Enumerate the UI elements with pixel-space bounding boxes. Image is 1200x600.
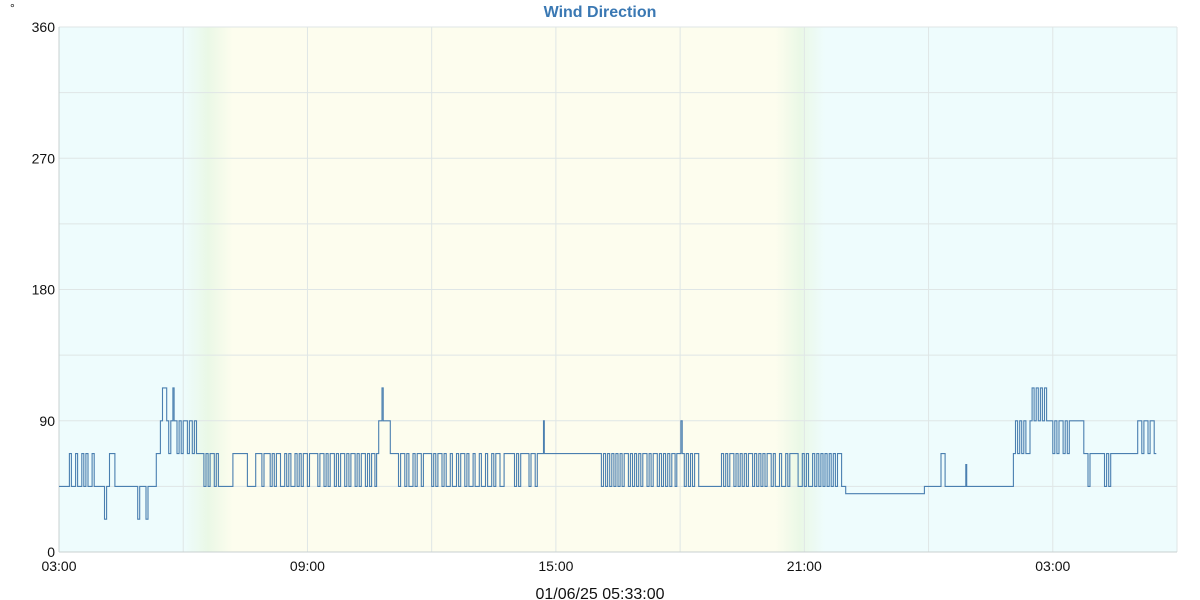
chart-title: Wind Direction bbox=[544, 4, 657, 21]
grid-lines bbox=[58, 26, 1178, 553]
y-tick-label: 180 bbox=[32, 282, 56, 298]
timestamp-label: 01/06/25 05:33:00 bbox=[535, 586, 664, 600]
x-tick-label: 03:00 bbox=[1035, 558, 1070, 574]
y-axis-ticks: 0 90 180 270 360 bbox=[32, 19, 56, 560]
x-tick-label: 03:00 bbox=[41, 558, 76, 574]
x-tick-label: 15:00 bbox=[538, 558, 573, 574]
y-tick-label: 90 bbox=[39, 413, 55, 429]
y-unit-label: ° bbox=[10, 1, 15, 15]
x-tick-label: 21:00 bbox=[787, 558, 822, 574]
x-tick-label: 09:00 bbox=[290, 558, 325, 574]
y-tick-label: 0 bbox=[47, 544, 55, 560]
y-tick-label: 270 bbox=[32, 150, 56, 166]
y-tick-label: 360 bbox=[32, 19, 56, 35]
series-line bbox=[59, 387, 1157, 520]
x-axis-ticks: 03:00 09:00 15:00 21:00 03:00 bbox=[41, 558, 1070, 574]
